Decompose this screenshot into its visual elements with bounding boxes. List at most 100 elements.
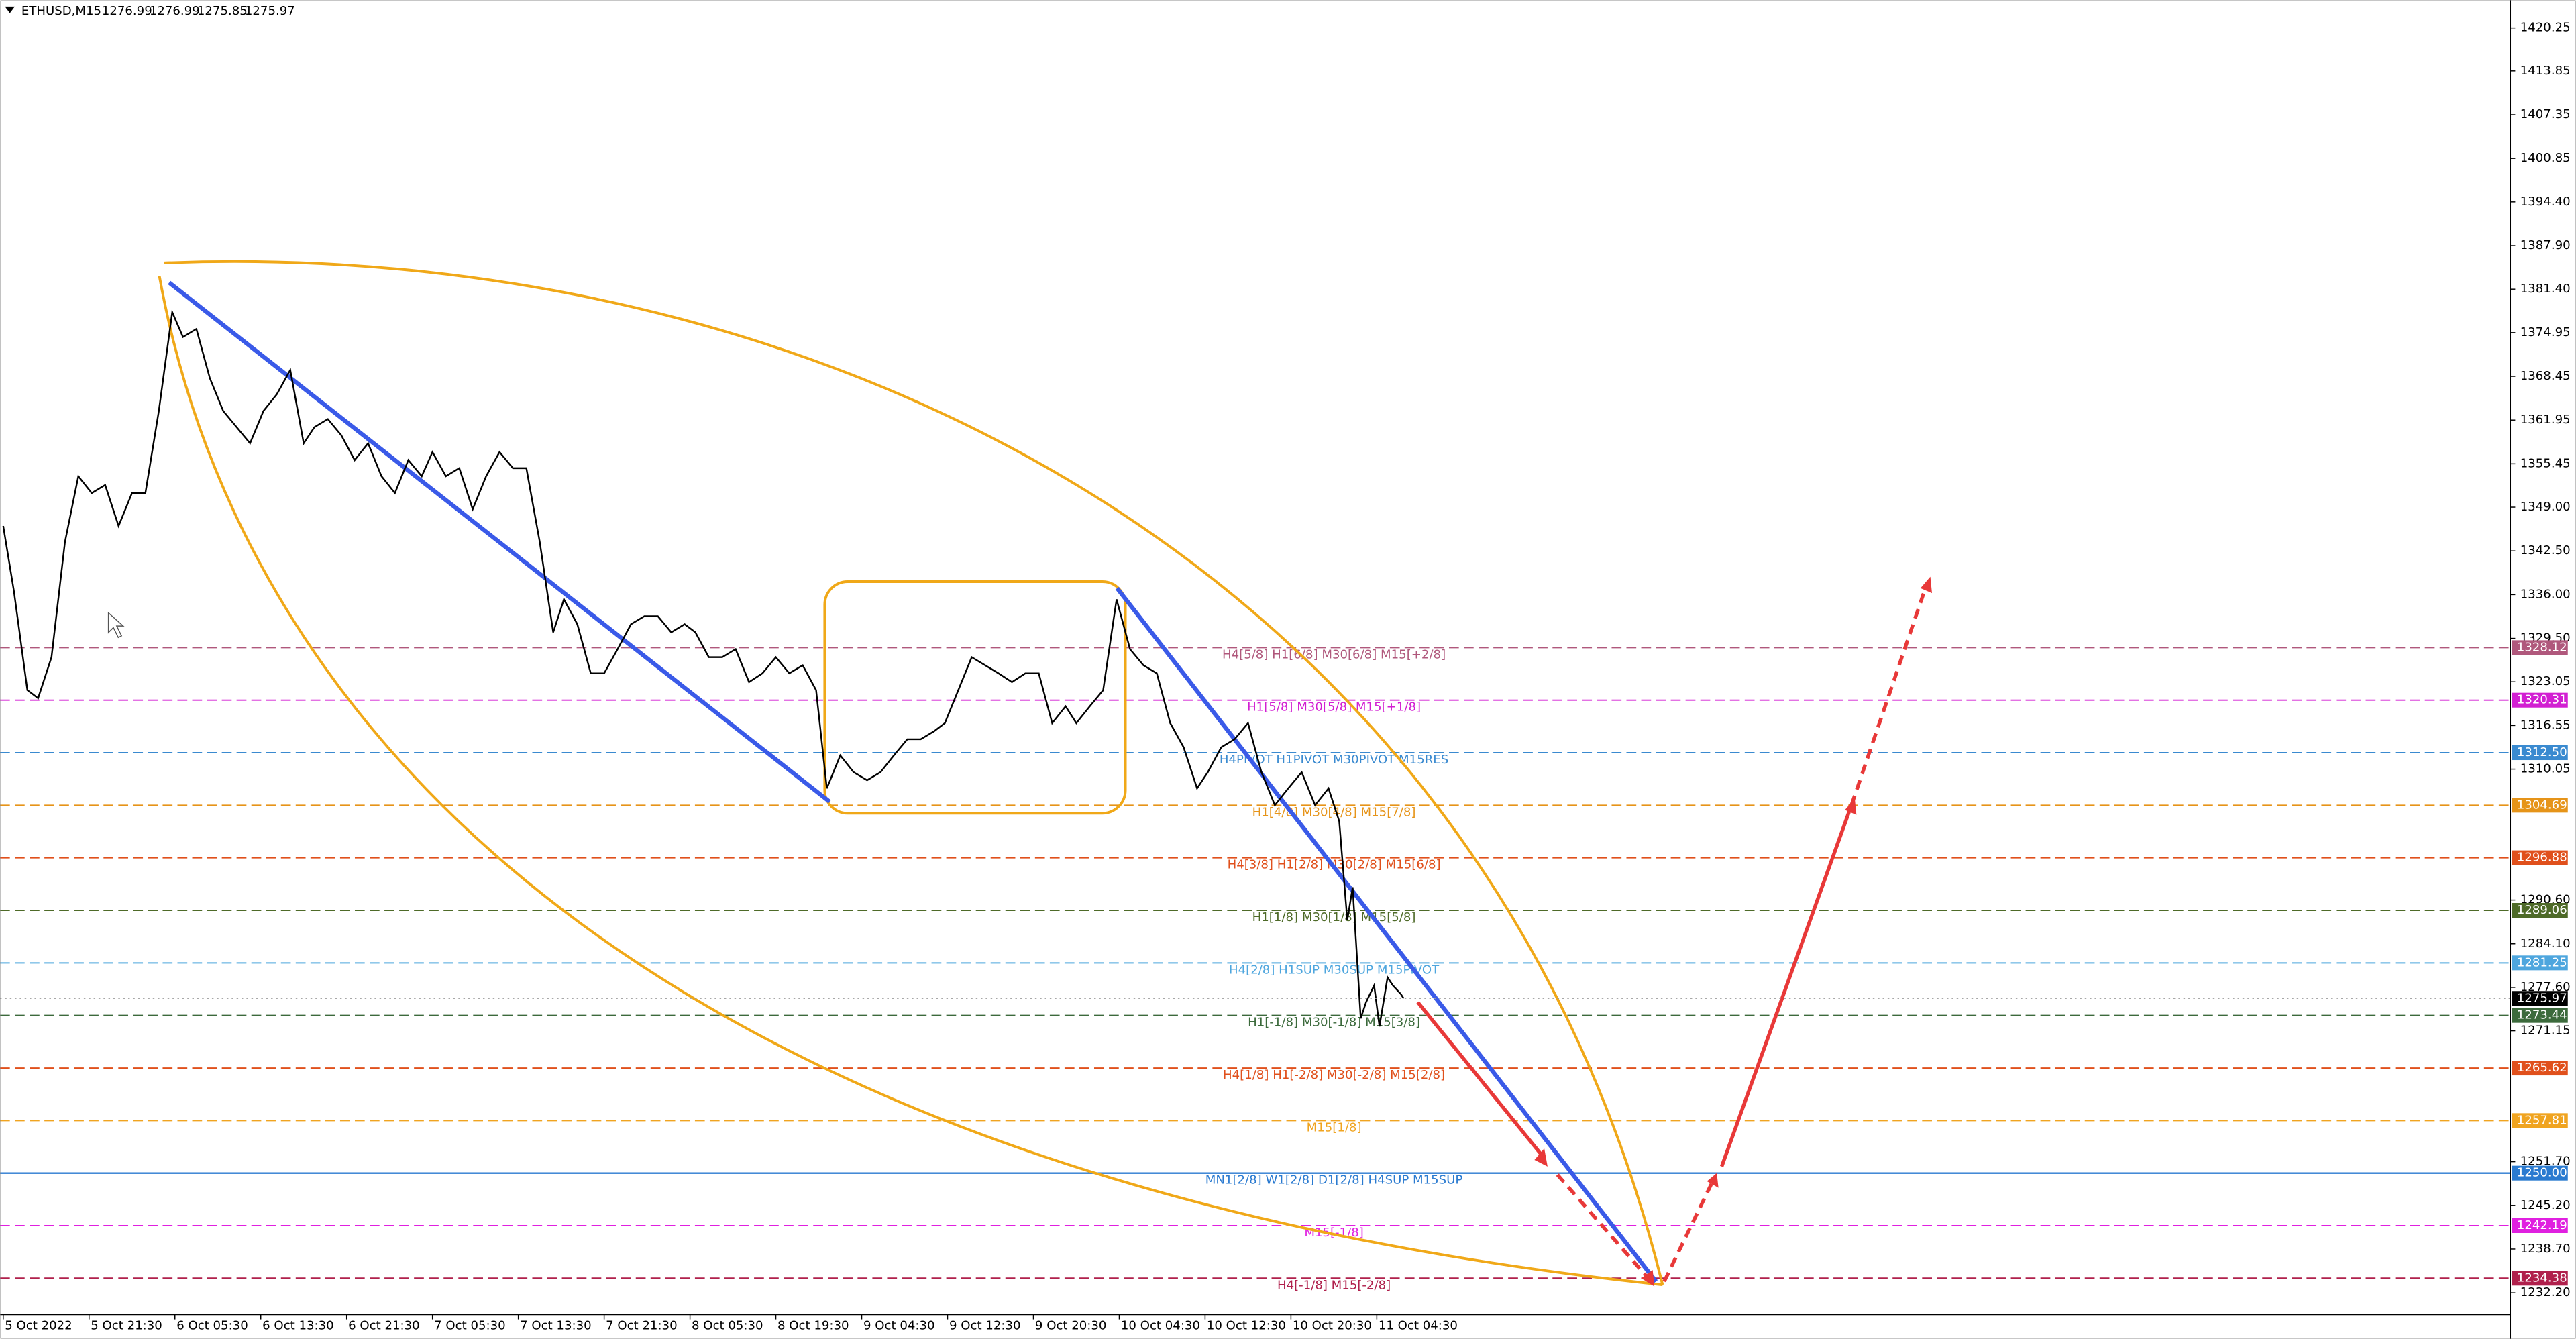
range-box: [823, 580, 1127, 815]
x-tick-label: 9 Oct 20:30: [1035, 1318, 1107, 1332]
arc-lower: [158, 276, 1663, 1287]
y-tick-label: 1387.90: [2520, 238, 2571, 252]
y-tick-label: 1355.45: [2520, 456, 2571, 470]
level-price-label: 1234.38: [2517, 1271, 2567, 1285]
level-price-label: 1257.81: [2517, 1113, 2567, 1127]
projection-arrow: [1662, 1179, 1715, 1283]
level-text: M15[1/8]: [1307, 1120, 1362, 1134]
projection-arrow: [1849, 582, 1929, 806]
level-price-box: [2512, 640, 2568, 655]
level-price-label: 1273.44: [2517, 1008, 2567, 1022]
level-price-box: [2512, 1271, 2568, 1286]
level-price-box: [2512, 903, 2568, 918]
level-text: H4[1/8] H1[-2/8] M30[-2/8] M15[2/8]: [1223, 1068, 1445, 1082]
arc-upper: [164, 260, 1664, 1285]
y-tick-label: 1232.20: [2520, 1285, 2571, 1299]
level-price-box: [2512, 1165, 2568, 1181]
drawings: [107, 260, 1932, 1287]
level-price-box: [2512, 1008, 2568, 1023]
y-tick-label: 1349.00: [2520, 500, 2571, 514]
y-tick-label: 1316.55: [2520, 718, 2571, 732]
arrow-head: [1920, 576, 1932, 594]
x-tick-label: 7 Oct 05:30: [434, 1318, 506, 1332]
cursor: [107, 611, 125, 639]
level-price-box: [2512, 1218, 2568, 1233]
level-price-box: [2512, 850, 2568, 865]
y-tick-label: 1336.00: [2520, 587, 2571, 601]
y-tick-label: 1407.35: [2520, 107, 2571, 121]
x-tick-label: 7 Oct 13:30: [520, 1318, 592, 1332]
x-tick-label: 5 Oct 2022: [5, 1318, 72, 1332]
level-price-box: [2512, 955, 2568, 971]
level-text: H4[2/8] H1SUP M30SUP M15PIVOT: [1229, 963, 1440, 977]
ohlc-value: 1276.99: [150, 4, 200, 18]
ohlc-value: 1275.85: [197, 4, 248, 18]
y-tick-label: 1245.20: [2520, 1198, 2571, 1212]
symbol: ETHUSD,M15: [21, 4, 101, 18]
level-price-label: 1296.88: [2517, 851, 2567, 865]
projection-arrow: [1416, 1001, 1546, 1160]
level-price-label: 1304.69: [2517, 798, 2567, 812]
level-price-box: [2512, 798, 2568, 813]
y-tick-label: 1342.50: [2520, 543, 2571, 557]
level-text: MN1[2/8] W1[2/8] D1[2/8] H4SUP M15SUP: [1205, 1173, 1463, 1187]
x-tick-label: 6 Oct 13:30: [262, 1318, 334, 1332]
level-price-label: 1281.25: [2517, 955, 2567, 969]
ohlc-value: 1276.99: [102, 4, 152, 18]
price: [0, 309, 2511, 1027]
x-tick-label: 10 Oct 12:30: [1207, 1318, 1286, 1332]
price-line: [2, 309, 1405, 1027]
level-text: H1[5/8] M30[5/8] M15[+1/8]: [1247, 700, 1421, 714]
y-tick-label: 1271.15: [2520, 1024, 2571, 1038]
axes: 1420.25 1413.85 1407.35 1400.85 1394.40 1387.…: [3, 21, 2571, 1332]
y-tick-label: 1310.05: [2520, 762, 2571, 776]
arrow-head: [1845, 798, 1857, 815]
level-price-box: [2512, 745, 2568, 761]
level-price-label: 1242.19: [2517, 1218, 2567, 1232]
y-tick-label: 1400.85: [2520, 151, 2571, 165]
y-tick-label: 1277.60: [2520, 980, 2571, 994]
last-price-box: [2512, 991, 2568, 1006]
level-text: H4PIVOT H1PIVOT M30PIVOT M15RES: [1220, 753, 1448, 767]
y-tick-label: 1284.10: [2520, 936, 2571, 951]
last-price-label: 1275.97: [2517, 991, 2567, 1005]
x-tick-label: 6 Oct 05:30: [176, 1318, 248, 1332]
x-tick-label: 8 Oct 19:30: [777, 1318, 849, 1332]
x-tick-label: 10 Oct 04:30: [1121, 1318, 1200, 1332]
y-tick-label: 1368.45: [2520, 369, 2571, 383]
level-price-label: 1265.62: [2517, 1061, 2567, 1075]
ohlc-value: 1275.97: [245, 4, 295, 18]
menu-icon: [5, 6, 15, 13]
level-price-box: [2512, 1061, 2568, 1076]
x-tick-label: 10 Oct 20:30: [1293, 1318, 1372, 1332]
projection-arrow: [1719, 804, 1854, 1167]
level-text: H1[1/8] M30[1/8] M15[5/8]: [1252, 910, 1416, 924]
x-tick-label: 5 Oct 21:30: [91, 1318, 162, 1332]
level-text: H1[-1/8] M30[-1/8] M15[3/8]: [1248, 1016, 1420, 1030]
x-tick-label: 11 Oct 04:30: [1379, 1318, 1458, 1332]
y-tick-label: 1238.70: [2520, 1242, 2571, 1256]
x-tick-label: 9 Oct 12:30: [949, 1318, 1021, 1332]
x-tick-label: 6 Oct 21:30: [348, 1318, 420, 1332]
arrow-head: [1707, 1173, 1719, 1188]
arrow-head: [1534, 1148, 1548, 1167]
y-tick-label: 1251.70: [2520, 1155, 2571, 1169]
level-price-label: 1289.06: [2517, 903, 2567, 917]
level-price-box: [2512, 692, 2568, 708]
y-tick-label: 1374.95: [2520, 325, 2571, 339]
level-text: H4[-1/8] M15[-2/8]: [1277, 1278, 1391, 1292]
projection-arrow: [1556, 1173, 1653, 1283]
arrow-head: [1641, 1270, 1655, 1287]
y-tick-label: 1323.05: [2520, 674, 2571, 688]
level-price-box: [2512, 1113, 2568, 1128]
trend-line: [1115, 586, 1658, 1283]
level-text: H4[5/8] H1[6/8] M30[6/8] M15[+2/8]: [1222, 647, 1446, 661]
y-tick-label: 1381.40: [2520, 282, 2571, 296]
x-tick-label: 8 Oct 05:30: [692, 1318, 763, 1332]
y-tick-label: 1394.40: [2520, 195, 2571, 209]
level-price-label: 1328.12: [2517, 640, 2567, 654]
